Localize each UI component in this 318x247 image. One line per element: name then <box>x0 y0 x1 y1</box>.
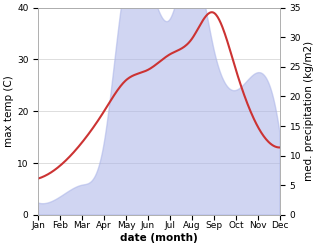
Y-axis label: max temp (C): max temp (C) <box>4 75 14 147</box>
Y-axis label: med. precipitation (kg/m2): med. precipitation (kg/m2) <box>304 41 314 181</box>
X-axis label: date (month): date (month) <box>120 233 198 243</box>
